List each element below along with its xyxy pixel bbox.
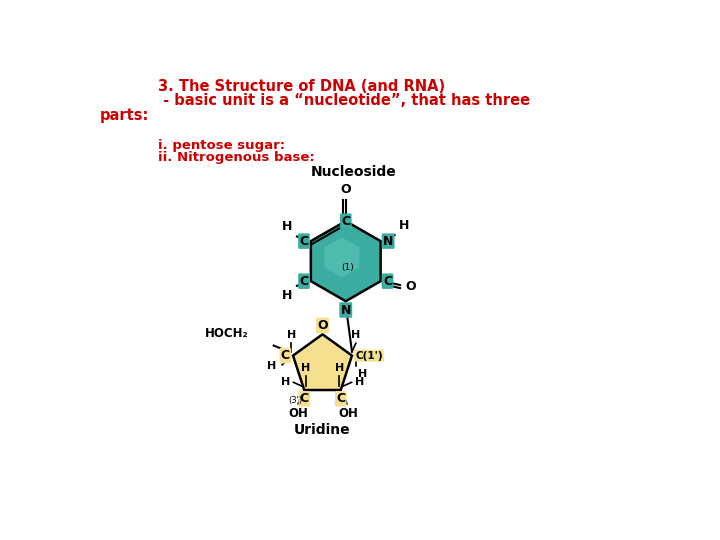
Text: O: O [405, 280, 416, 293]
Text: N: N [341, 303, 351, 316]
Text: H: H [282, 220, 292, 233]
Text: C: C [300, 393, 309, 406]
Text: O: O [341, 184, 351, 197]
Text: (3'): (3') [288, 396, 302, 405]
Text: parts:: parts: [99, 108, 148, 123]
Text: C: C [281, 349, 290, 362]
Polygon shape [311, 221, 381, 301]
Text: (1): (1) [341, 263, 354, 272]
Text: OH: OH [288, 407, 308, 420]
Text: Nucleoside: Nucleoside [310, 165, 397, 179]
Text: C: C [341, 214, 351, 228]
Polygon shape [293, 334, 352, 390]
Polygon shape [325, 237, 359, 278]
Text: H: H [358, 369, 367, 380]
Text: H: H [351, 330, 361, 340]
Text: Uridine: Uridine [294, 423, 351, 437]
Text: H: H [355, 377, 364, 387]
Text: HOCH₂: HOCH₂ [205, 327, 249, 340]
Text: C: C [300, 275, 309, 288]
Text: ii. Nitrogenous base:: ii. Nitrogenous base: [158, 151, 315, 164]
Text: H: H [287, 330, 296, 340]
Text: i. pentose sugar:: i. pentose sugar: [158, 139, 285, 152]
Text: C: C [383, 275, 392, 288]
Text: H: H [335, 363, 343, 373]
Text: O: O [318, 319, 328, 332]
Text: H: H [281, 377, 290, 387]
Text: H: H [282, 289, 292, 302]
Text: C: C [300, 234, 309, 248]
Text: H: H [301, 363, 310, 373]
Text: - basic unit is a “nucleotide”, that has three: - basic unit is a “nucleotide”, that has… [158, 92, 531, 107]
Text: 3. The Structure of DNA (and RNA): 3. The Structure of DNA (and RNA) [158, 79, 446, 93]
Text: N: N [383, 234, 393, 248]
Text: H: H [266, 361, 276, 372]
Text: OH: OH [338, 407, 359, 420]
Text: C: C [336, 393, 346, 406]
Text: H: H [400, 219, 410, 232]
Text: C(1'): C(1') [355, 350, 383, 361]
